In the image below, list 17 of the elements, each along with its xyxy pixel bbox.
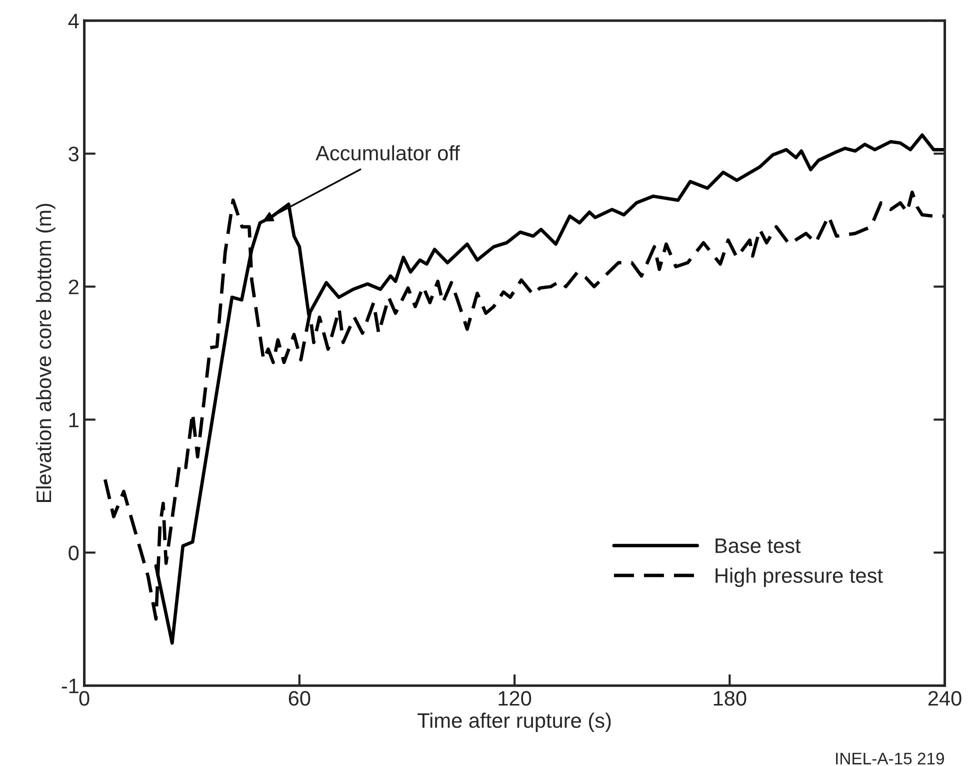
text: INEL-A-15 219 [836,752,944,764]
y-tick-label: 4 [68,14,79,28]
x-tick-label: 60 [288,690,310,706]
x-tick-label: 120 [498,690,532,706]
y-tick-label: 0 [68,546,79,560]
y-tick-label: 3 [68,146,79,162]
annotation: Accumulator off [316,145,460,161]
y-tick-label: 1 [69,412,78,428]
x-tick-label: 0 [79,690,90,706]
x-axis-title: Time after rupture (s) [418,712,611,732]
legend-label: High pressure test [716,568,883,588]
x-tick-label: 180 [714,690,746,706]
x-tick-label: 240 [928,690,962,706]
y-tick-label: -1 [62,678,78,694]
y-axis-title: Elevation above core bottom (m) [36,204,56,502]
y-tick-label: 2 [68,280,78,294]
legend-label: Base test [716,538,801,554]
